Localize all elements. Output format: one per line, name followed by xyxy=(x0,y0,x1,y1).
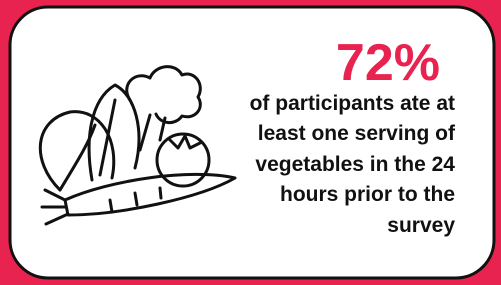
description-line: vegetables in the 24 xyxy=(255,153,455,176)
card-graphic: 72% of participants ate at least one ser… xyxy=(0,0,501,285)
stat: 72% xyxy=(336,34,440,92)
description-line: least one serving of xyxy=(258,122,456,145)
description-line: hours prior to the xyxy=(280,183,455,206)
description-line: survey xyxy=(387,214,455,237)
description-line: of participants ate at xyxy=(250,92,455,115)
page: 72% of participants ate at least one ser… xyxy=(0,0,501,285)
